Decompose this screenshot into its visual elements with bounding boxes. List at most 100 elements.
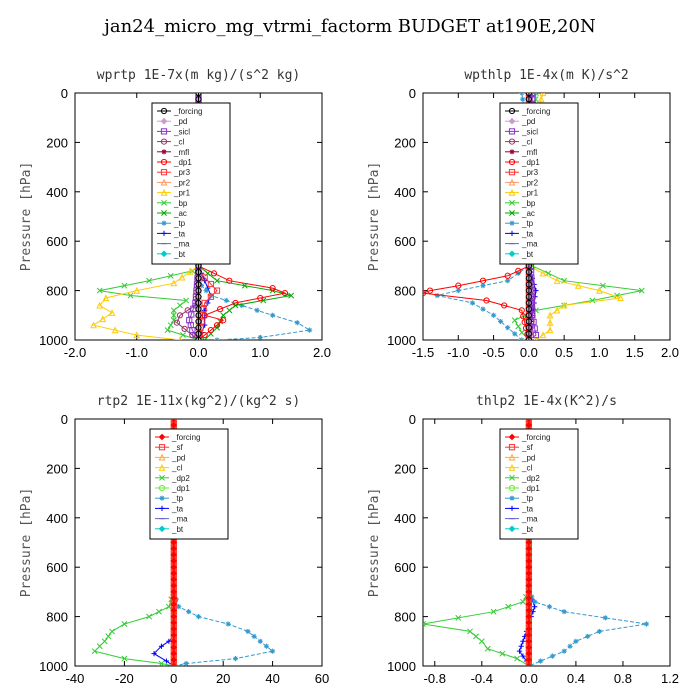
series-line [173,419,274,666]
data-point [257,334,263,340]
chart-wprtp: wprtp 1E-7x(m kg)/(s^2 kg) Pressure [hPa]… [19,68,331,360]
data-point [525,637,533,645]
y-tick-label: 1000 [39,333,68,348]
data-point [643,621,650,627]
legend-label: _mfl [521,148,537,157]
legend-marker [508,433,516,441]
plot-frame [74,418,323,667]
data-point [254,307,260,313]
data-point [529,93,536,97]
data-point [511,317,518,324]
data-point [638,287,645,294]
data-point [232,655,239,662]
y-tick-label: 200 [46,461,68,476]
legend-marker [509,220,515,226]
legend-marker [161,210,167,216]
data-point [532,331,540,339]
data-point [539,93,547,97]
data-point [505,325,511,331]
figure-title: jan24_micro_mg_vtrmi_factorm BUDGET at19… [104,16,596,37]
data-point [195,293,202,300]
legend-label: _bp [521,199,536,208]
data-point [525,594,533,602]
data-point [158,643,165,649]
legend-label: _pd [521,453,535,462]
data-point [423,289,427,297]
legend-label: _dp2 [521,474,540,483]
data-point [525,539,533,546]
legend-label: _ta [521,229,534,238]
legend-label: _ma [173,240,190,249]
data-point [232,299,239,307]
data-point [525,275,532,282]
legend-label: _dp1 [173,158,192,167]
y-tick-label: 800 [394,610,416,625]
data-point [170,307,177,314]
data-point [525,650,533,657]
legend-marker [159,505,165,511]
x-tick-label: 60 [315,671,329,686]
data-point [600,282,606,289]
legend-label: _sicl [173,127,190,136]
data-point [574,281,582,289]
legend-label: _forcing [171,433,200,442]
data-point [121,621,128,627]
legend-label: _tp [173,219,186,228]
data-point [525,318,532,325]
data-point [480,306,486,312]
legend-label: _cl [521,138,532,147]
legend-marker [508,169,516,176]
data-point [617,294,625,302]
data-point [220,317,227,324]
data-point [239,302,245,309]
data-point [270,648,276,654]
data-point [525,563,533,571]
data-point [504,272,511,279]
legend-box [499,102,579,265]
y-tick-label: 200 [394,135,416,150]
x-tick-label: -2.0 [64,345,86,360]
legend-marker [161,149,167,155]
data-point [170,619,178,627]
data-point [525,96,532,103]
legend-label: _bt [521,250,534,259]
data-point [525,93,532,97]
data-point [167,322,174,329]
data-point [207,280,214,288]
data-point [525,312,532,319]
data-point [585,633,591,639]
data-point [220,312,227,319]
data-point [195,324,202,331]
data-point [108,309,116,316]
data-point [546,318,554,326]
data-point [201,337,208,340]
data-point [539,331,547,339]
y-tick-label: 400 [394,185,416,200]
y-tick-label: 200 [46,135,68,150]
data-point [281,289,289,297]
legend-label: _pr2 [521,178,539,187]
data-point [165,603,172,610]
data-point [195,96,202,103]
data-point [213,322,221,329]
data-point [91,648,98,655]
data-point [217,306,224,313]
legend-marker [508,117,516,125]
legend-marker [508,128,516,135]
legend-marker [160,128,168,135]
legend-marker [509,495,515,501]
data-point [525,662,533,666]
data-point [484,645,491,652]
x-tick-label: 0.4 [567,671,585,686]
data-point [102,294,110,302]
data-point [111,326,119,334]
data-point [478,638,485,645]
data-point [170,656,178,664]
data-point [525,600,533,608]
data-point [260,297,267,304]
legend-marker [158,525,166,533]
data-point [170,539,178,546]
data-point [127,292,134,299]
x-tick-label: -1.0 [447,345,469,360]
legend-marker [160,138,168,145]
